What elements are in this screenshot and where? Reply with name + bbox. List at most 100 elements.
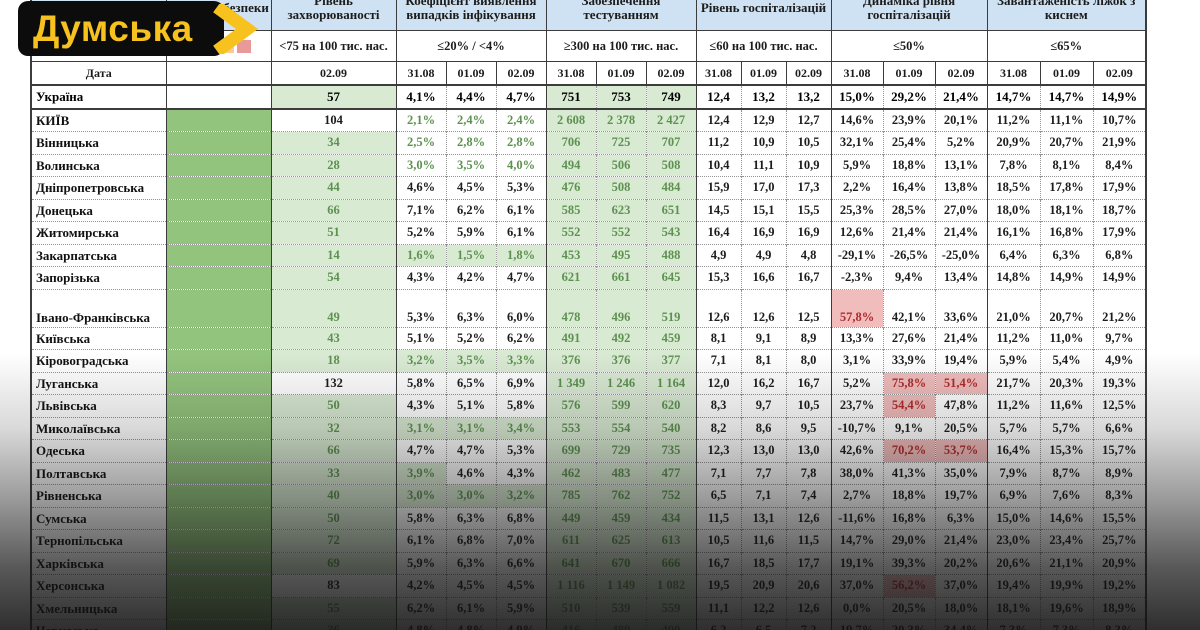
incidence-cell: 57 bbox=[270, 84, 397, 110]
testing-cell: 613 bbox=[646, 529, 697, 552]
detection-cell: 3,1% bbox=[395, 416, 447, 440]
region-name: Харківська bbox=[31, 551, 167, 575]
date-header: 02.09 bbox=[645, 61, 697, 86]
incidence-cell: 54 bbox=[270, 266, 397, 289]
danger-level-cell bbox=[166, 551, 272, 575]
oxygen-beds-cell: 20,6% bbox=[986, 551, 1041, 575]
incidence-cell: 18 bbox=[270, 349, 397, 372]
oxygen-beds-cell: 20,7% bbox=[1040, 131, 1094, 154]
table-row: Вінницька 34 2,5% 2,8% 2,8% 706 725 707 11,2 10,9… bbox=[31, 131, 1147, 154]
oxygen-beds-cell: 6,9% bbox=[986, 484, 1041, 507]
detection-cell: 3,0% bbox=[395, 484, 447, 507]
hospital-level-cell: 19,5 bbox=[695, 574, 742, 597]
oxygen-beds-cell: 20,9% bbox=[986, 131, 1041, 154]
hospital-dynamics-cell: 20,1% bbox=[935, 108, 988, 132]
hospital-dynamics-cell: 39,3% bbox=[883, 551, 936, 575]
oxygen-beds-cell: 21,7% bbox=[986, 371, 1041, 395]
incidence-cell: 32 bbox=[270, 416, 397, 440]
table-row: Черкаська364,8%4,8%4,9%4164894906,26,57,… bbox=[31, 619, 1147, 630]
oxygen-beds-cell: 21,0% bbox=[986, 288, 1041, 327]
hospital-level-cell: 7,1 bbox=[741, 484, 787, 507]
testing-cell: 476 bbox=[545, 176, 597, 199]
hospital-level-cell: 8,3 bbox=[695, 394, 742, 417]
region-name: Сумська bbox=[31, 506, 167, 530]
hospital-level-cell: 10,9 bbox=[741, 131, 787, 154]
testing-cell: 623 bbox=[596, 198, 647, 222]
testing-cell: 735 bbox=[646, 439, 697, 462]
testing-cell: 1 116 bbox=[545, 574, 597, 597]
dumska-logo-text: Думська bbox=[33, 7, 193, 49]
oxygen-beds-cell: 7,3% bbox=[1040, 619, 1094, 630]
table-row: Івано-Франківська 49 5,3% 6,3% 6,0% 478 496 519… bbox=[31, 288, 1147, 327]
table-row: Полтавська 33 3,9% 4,6% 4,3% 462 483 477 7,1 7,7 7… bbox=[31, 461, 1147, 485]
hospital-dynamics-cell: 5,2% bbox=[830, 371, 884, 395]
detection-cell: 6,2% bbox=[446, 198, 497, 222]
oxygen-beds-cell: 9,7% bbox=[1093, 326, 1147, 350]
hospital-level-cell: 12,6 bbox=[741, 288, 787, 327]
testing-cell: 495 bbox=[596, 243, 647, 267]
region-name: Дніпропетровська bbox=[31, 176, 167, 199]
hospital-level-cell: 10,5 bbox=[695, 529, 742, 552]
incidence-cell: 36 bbox=[270, 619, 397, 630]
hospital-level-cell: 7,4 bbox=[786, 484, 832, 507]
oxygen-beds-cell: 14,6% bbox=[1040, 506, 1094, 530]
oxygen-beds-cell: 16,1% bbox=[986, 221, 1041, 244]
hospital-level-cell: 4,9 bbox=[741, 243, 787, 267]
hospital-dynamics-cell: 27,0% bbox=[935, 198, 988, 222]
epidemic-table-wrap: Рівень небезпеки Рівень захворюваності К… bbox=[30, 0, 1147, 630]
detection-cell: 2,4% bbox=[496, 108, 547, 132]
oxygen-beds-cell: 8,3% bbox=[1093, 619, 1147, 630]
region-name: Львівська bbox=[31, 394, 167, 417]
oxygen-beds-cell: 14,8% bbox=[986, 266, 1041, 289]
hospital-dynamics-cell: 20,3% bbox=[883, 619, 936, 630]
incidence-cell: 43 bbox=[270, 326, 397, 350]
testing-header: Забезпечення тестуванням bbox=[545, 0, 697, 31]
hospital-dynamics-cell: 25,3% bbox=[830, 198, 884, 222]
region-name: Кіровоградська bbox=[31, 349, 167, 372]
oxygen-beds-cell: 5,7% bbox=[1040, 416, 1094, 440]
danger-level-cell bbox=[166, 176, 272, 199]
detection-cell: 4,5% bbox=[446, 574, 497, 597]
hospital-dynamics-cell: 57,8% bbox=[830, 288, 884, 327]
date-header: 02.09 bbox=[1092, 61, 1147, 86]
date-header: 01.09 bbox=[595, 61, 647, 86]
hospital-dynamics-cell: 2,7% bbox=[830, 484, 884, 507]
danger-level-cell bbox=[166, 198, 272, 222]
testing-cell: 449 bbox=[545, 506, 597, 530]
detection-cell: 4,7% bbox=[496, 84, 547, 110]
hospital-dynamics-cell: 14,6% bbox=[830, 108, 884, 132]
oxygen-beds-cell: 19,4% bbox=[986, 574, 1041, 597]
testing-cell: 494 bbox=[545, 153, 597, 177]
oxygen-beds-cell: 6,8% bbox=[1093, 243, 1147, 267]
detection-cell: 1,5% bbox=[446, 243, 497, 267]
oxygen-beds-cell: 23,0% bbox=[986, 529, 1041, 552]
oxygen-beds-cell: 21,2% bbox=[1093, 288, 1147, 327]
oxygen-beds-cell: 18,9% bbox=[1093, 596, 1147, 620]
table-row: Житомирська 51 5,2% 5,9% 6,1% 552 552 543 16,4 16… bbox=[31, 221, 1147, 244]
hospital-level-cell: 4,9 bbox=[695, 243, 742, 267]
testing-cell: 762 bbox=[596, 484, 647, 507]
oxygen-beds-cell: 14,9% bbox=[1093, 266, 1147, 289]
oxygen-beds-cell: 19,6% bbox=[1040, 596, 1094, 620]
hospital-dynamics-cell: 70,2% bbox=[883, 439, 936, 462]
table-row: Запорізька 54 4,3% 4,2% 4,7% 621 661 645 15,3 16,… bbox=[31, 266, 1147, 289]
testing-cell: 552 bbox=[596, 221, 647, 244]
hospital-dynamics-cell: 0,0% bbox=[830, 596, 884, 620]
hospital-level-cell: 8,9 bbox=[786, 326, 832, 350]
detection-cell: 6,5% bbox=[446, 371, 497, 395]
oxygen-beds-cell: 7,9% bbox=[986, 461, 1041, 485]
table-row: Одеська 66 4,7% 4,7% 5,3% 699 729 735 12,3 13,0 13… bbox=[31, 439, 1147, 462]
testing-cell: 510 bbox=[545, 596, 597, 620]
hospital-dynamics-cell: 54,4% bbox=[883, 394, 936, 417]
detection-cell: 4,7% bbox=[446, 439, 497, 462]
table-row: Тернопільська 72 6,1% 6,8% 7,0% 611 625 613 10,5… bbox=[31, 529, 1147, 552]
hospital-dynamics-criteria: ≤50% bbox=[830, 30, 988, 62]
testing-cell: 641 bbox=[545, 551, 597, 575]
incidence-cell: 104 bbox=[270, 108, 397, 132]
hospital-dynamics-cell: 16,8% bbox=[883, 506, 936, 530]
table-row: Волинська 28 3,0% 3,5% 4,0% 494 506 508 10,4 11,1… bbox=[31, 153, 1147, 177]
detection-cell: 4,4% bbox=[446, 84, 497, 110]
hospital-dynamics-cell: 34,4% bbox=[935, 619, 988, 630]
oxygen-beds-header: Завантаженість ліжок з киснем bbox=[986, 0, 1147, 31]
incidence-header: Рівень захворюваності bbox=[270, 0, 397, 31]
